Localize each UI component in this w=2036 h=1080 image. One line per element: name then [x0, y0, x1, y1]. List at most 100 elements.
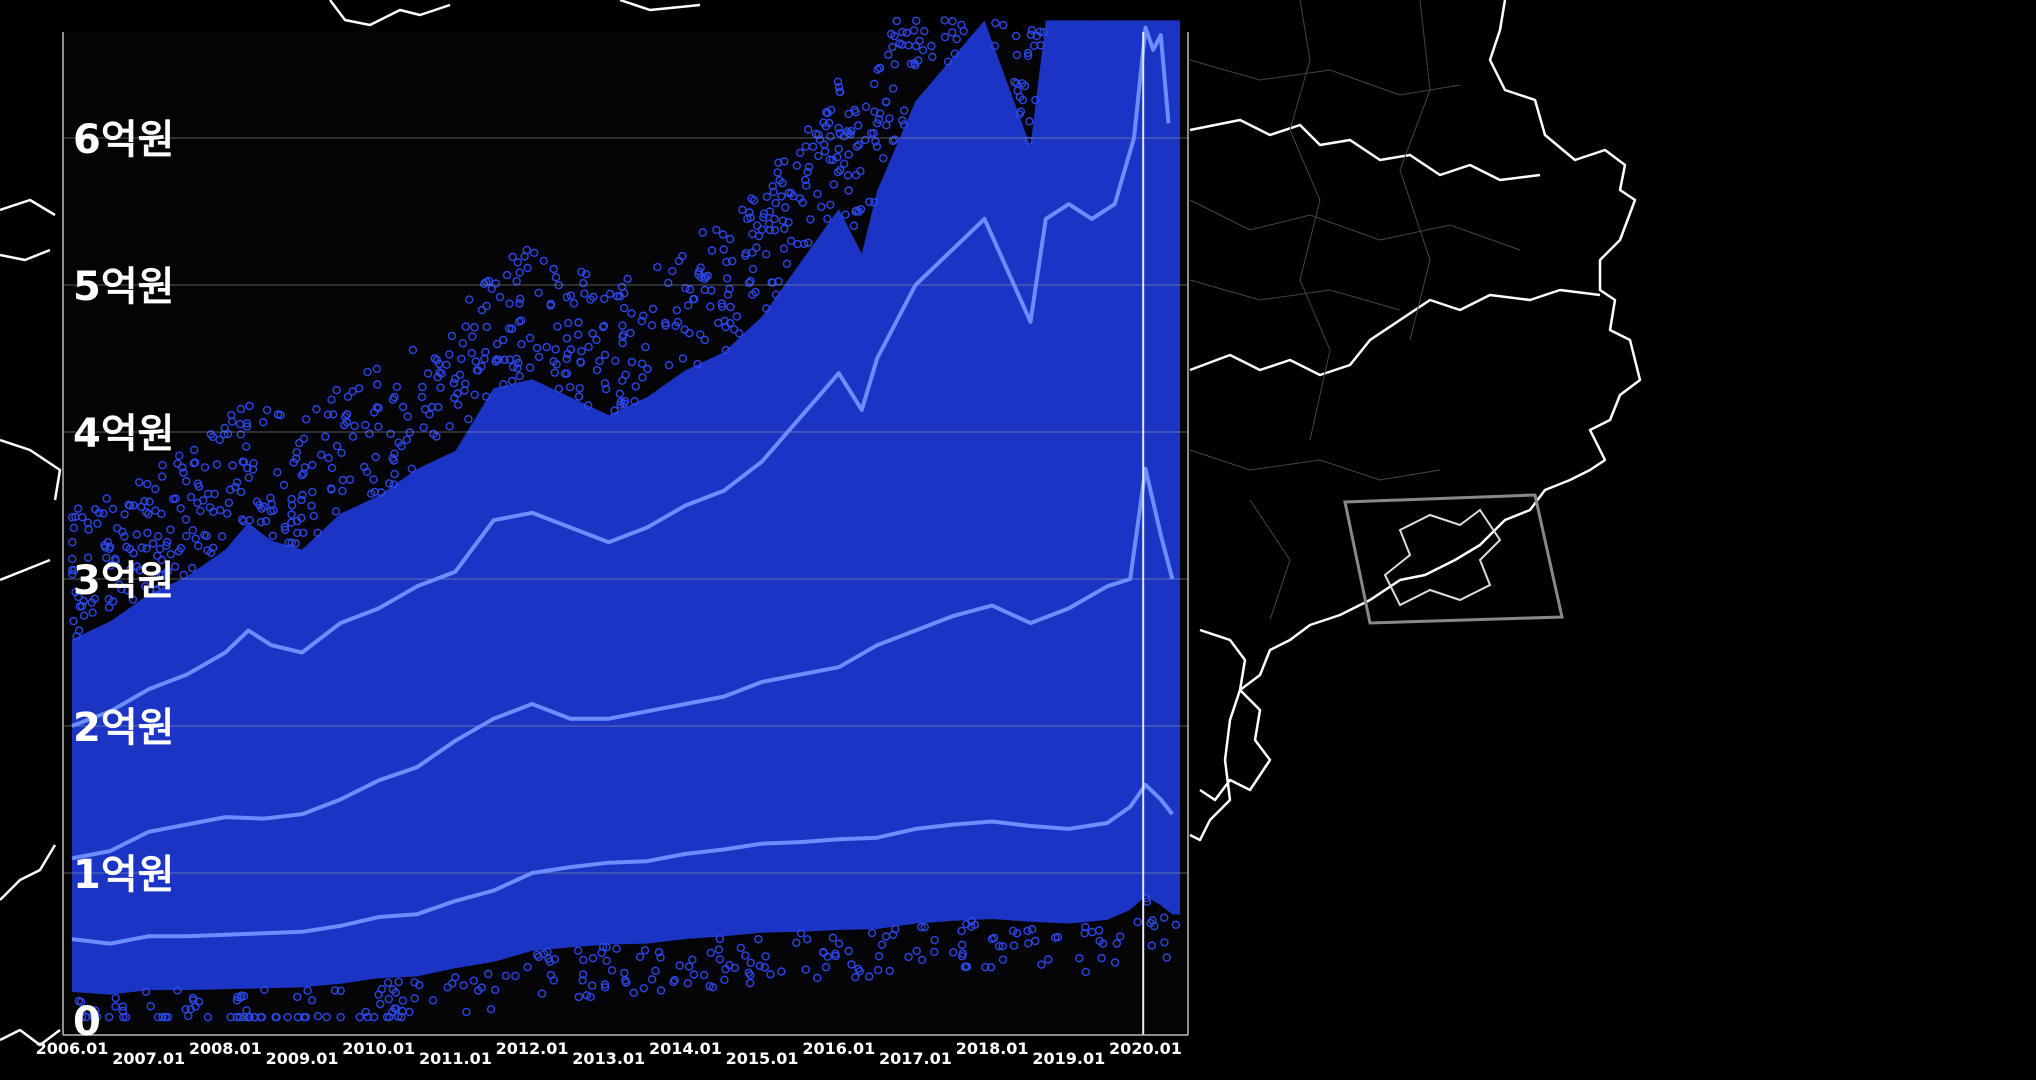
scatter-point [854, 207, 864, 216]
scatter-point [342, 410, 352, 419]
scatter-point [1075, 954, 1084, 963]
scatter-point [1029, 41, 1039, 50]
scatter-point [729, 325, 739, 334]
scatter-point [680, 325, 689, 334]
scatter-point [153, 1012, 163, 1022]
scatter-point [948, 28, 957, 37]
gridlines [63, 137, 1188, 874]
scatter-point [283, 1012, 292, 1022]
x-tick-labels: 2006.012007.012008.012009.012010.012011.… [36, 1039, 1182, 1068]
scatter-point [457, 354, 466, 364]
scatter-point [745, 278, 754, 288]
scatter-point [516, 294, 525, 304]
scatter-point [279, 480, 289, 490]
scatter-point [225, 485, 235, 494]
x-tick-label: 2007.01 [112, 1049, 185, 1068]
scatter-point [461, 322, 470, 331]
scatter-point [834, 144, 843, 154]
scatter-point [186, 492, 196, 502]
scatter-point [801, 175, 810, 185]
scatter-point [554, 384, 564, 393]
scatter-point [338, 475, 348, 485]
scatter-point [749, 196, 759, 205]
scatter-point [792, 938, 801, 947]
scatter-point [602, 943, 611, 952]
scatter-point [620, 968, 629, 978]
scatter-point [576, 357, 585, 367]
scatter-point [723, 290, 733, 299]
scatter-point [532, 950, 542, 959]
scatter-point [653, 263, 662, 272]
scatter-point [329, 410, 338, 419]
scatter-point [1031, 95, 1040, 105]
scatter-point [685, 285, 695, 294]
scatter-point [418, 382, 427, 392]
scatter-point [601, 983, 610, 992]
scatter-point [301, 415, 311, 424]
scatter-point [388, 985, 397, 994]
scatter-point [854, 121, 863, 130]
scatter-point [914, 56, 923, 65]
scatter-point [298, 490, 307, 500]
scatter-point [67, 566, 77, 575]
scatter-point [273, 468, 282, 477]
scatter-point [126, 565, 135, 574]
scatter-point [689, 970, 699, 979]
scatter-point [1026, 30, 1036, 39]
scatter-point [148, 539, 158, 548]
scatter-point [193, 479, 203, 488]
scatter-point [852, 142, 862, 151]
scatter-point [615, 389, 624, 398]
scatter-point [468, 332, 477, 341]
scatter-point [882, 120, 891, 130]
scatter-point [1097, 953, 1106, 963]
scatter-point [332, 441, 342, 451]
scatter-point [715, 934, 724, 944]
scatter-point [338, 486, 347, 496]
scatter-point [259, 418, 268, 427]
scatter-point [191, 534, 200, 543]
scatter-point [821, 122, 831, 131]
scatter-point [534, 952, 543, 962]
scatter-point [308, 460, 317, 470]
scatter-point [566, 291, 576, 300]
scatter-point [752, 243, 761, 252]
scatter-point [940, 16, 949, 25]
scatter-point [240, 1012, 249, 1022]
scatter-point [647, 321, 657, 330]
scatter-point [898, 27, 907, 37]
scatter-point [904, 952, 913, 962]
scatter-point [161, 569, 170, 578]
scatter-point [920, 923, 929, 932]
scatter-point [833, 152, 842, 162]
scatter-point [870, 107, 879, 116]
scatter-point [106, 561, 116, 570]
scatter-point [714, 318, 723, 328]
scatter-point [748, 264, 758, 274]
scatter-point [588, 981, 597, 990]
scatter-point [648, 304, 658, 314]
scatter-point [408, 345, 418, 355]
scatter-point [843, 171, 853, 180]
map-region-border-south [1189, 288, 1601, 377]
scatter-point [917, 922, 926, 932]
scatter-point [330, 986, 340, 995]
scatter-point [369, 475, 378, 484]
scatter-point [69, 616, 78, 626]
scatter-point [542, 342, 551, 352]
scatter-point [861, 102, 871, 111]
scatter-point [813, 189, 822, 199]
scatter-point [287, 494, 296, 504]
scatter-point [764, 219, 774, 228]
scatter-point [760, 963, 769, 972]
scatter-point [851, 972, 860, 982]
scatter-point [129, 501, 138, 510]
scatter-point [108, 597, 118, 606]
scatter-point [193, 498, 202, 508]
scatter-point [817, 202, 826, 212]
scatter-point [1027, 26, 1037, 35]
scatter-point [299, 434, 309, 443]
scatter-point [200, 530, 209, 540]
scatter-point [847, 126, 856, 136]
scatter-point [122, 542, 131, 552]
